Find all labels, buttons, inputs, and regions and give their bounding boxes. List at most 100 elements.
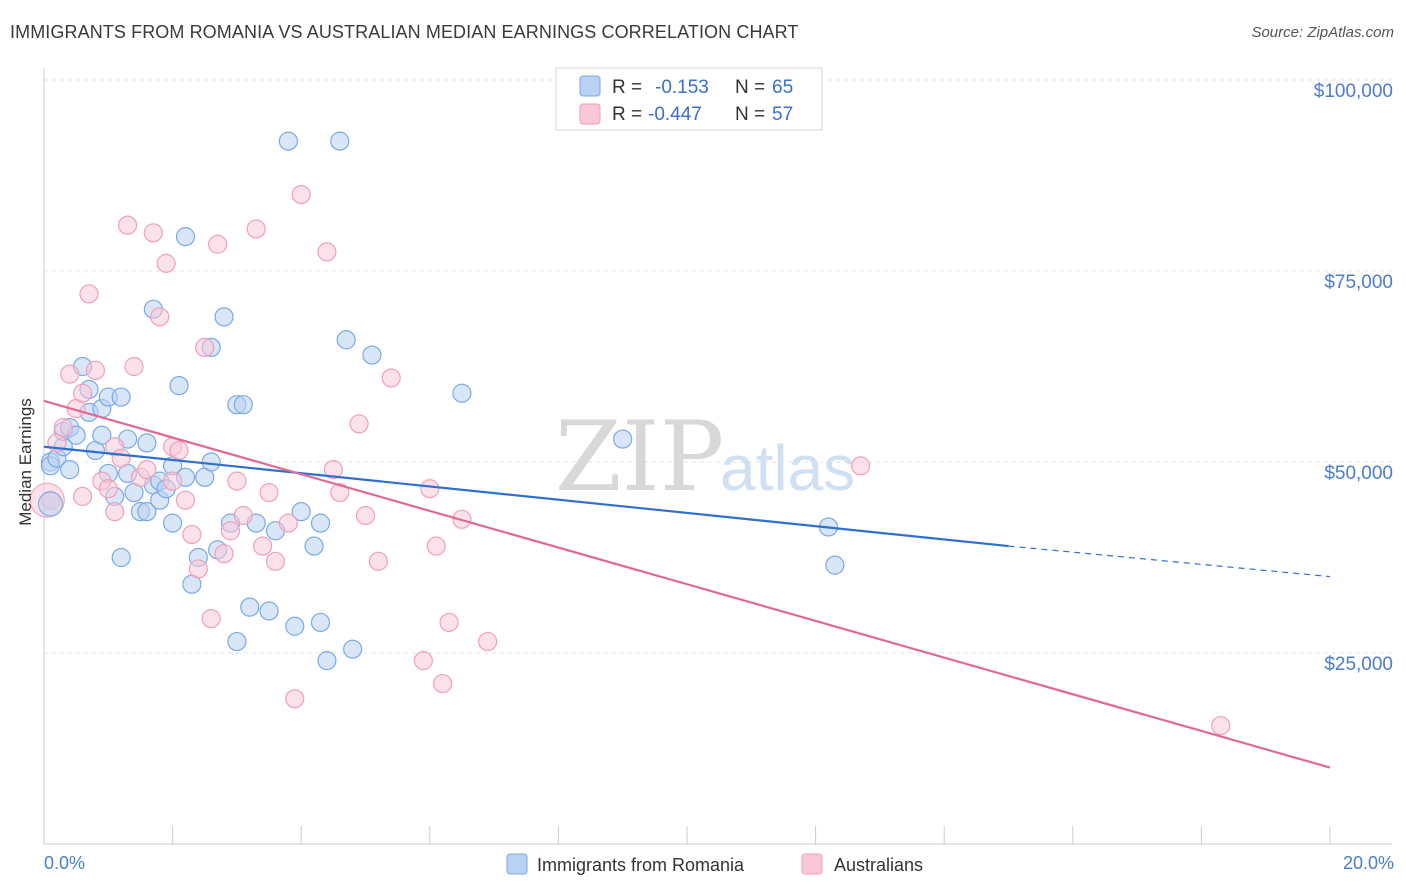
point-australians-47 <box>426 536 446 556</box>
legend-r-value-1: -0.153 <box>655 77 709 98</box>
point-romania-32 <box>169 376 189 396</box>
point-australians-31 <box>246 219 266 239</box>
series-legend: Immigrants from Romania Australians <box>506 853 923 875</box>
legend-r-label-2: R = <box>612 104 642 125</box>
point-romania-39 <box>201 452 221 472</box>
trend-line-romania <box>43 445 1009 548</box>
point-romania-59 <box>343 639 363 659</box>
legend-swatch-romania <box>579 75 601 97</box>
point-australians-51 <box>478 631 498 652</box>
y-tick-label-1: $50,000 <box>1324 463 1393 484</box>
point-australians-4 <box>72 383 93 403</box>
point-romania-41 <box>214 307 234 327</box>
point-australians-12 <box>124 356 144 377</box>
point-australians-39 <box>323 460 343 480</box>
data-points <box>29 131 1231 736</box>
chart-source: Source: ZipAtlas.com <box>1251 24 1394 41</box>
point-australians-10 <box>111 448 131 468</box>
y-tick-label-2: $75,000 <box>1324 272 1393 293</box>
point-australians-17 <box>156 253 176 273</box>
point-australians-29 <box>227 471 247 491</box>
point-australians-25 <box>201 609 221 629</box>
legend-r-label-1: R = <box>612 77 642 98</box>
legend-n-value-2: 57 <box>772 104 793 125</box>
point-australians-37 <box>291 185 311 205</box>
point-australians-40 <box>330 482 350 503</box>
x-tick-label-min: 0.0% <box>44 853 85 873</box>
point-romania-48 <box>259 601 279 621</box>
legend-n-label-2: N = <box>735 104 765 125</box>
point-australians-2 <box>60 364 80 384</box>
point-australians-53 <box>1211 715 1231 736</box>
point-australians-43 <box>368 551 388 571</box>
point-romania-58 <box>336 330 356 350</box>
point-romania-31 <box>163 513 183 533</box>
point-australians-46 <box>420 479 440 499</box>
point-romania-33 <box>175 227 196 247</box>
point-australians-8 <box>98 479 118 499</box>
y-axis-label: Median Earnings <box>16 398 35 526</box>
point-romania-43 <box>227 631 247 652</box>
point-romania-large <box>37 491 63 517</box>
legend-swatch-australians <box>579 103 601 125</box>
watermark-atlas-text: atlas <box>720 432 855 504</box>
legend-n-value-1: 65 <box>772 77 793 98</box>
point-australians-38 <box>317 242 337 262</box>
y-tick-labels: $25,000 $50,000 $75,000 $100,000 <box>1314 81 1393 675</box>
correlation-legend: R = -0.153 N = 65 R = -0.447 N = 57 <box>555 67 823 131</box>
point-romania-24 <box>137 433 157 453</box>
point-australians-16 <box>150 307 170 327</box>
point-romania-52 <box>291 502 311 522</box>
point-australians-35 <box>278 513 298 533</box>
point-australians-36 <box>285 689 305 709</box>
watermark-zip-text: ZIP <box>555 401 724 513</box>
point-australians-11 <box>117 215 138 235</box>
point-romania-18 <box>111 547 131 568</box>
point-australians-55 <box>72 486 93 506</box>
point-romania-60 <box>362 345 382 365</box>
point-australians-32 <box>253 536 273 556</box>
point-australians-23 <box>188 559 208 579</box>
point-romania-53 <box>304 536 324 556</box>
series-legend-swatch-romania <box>506 853 528 875</box>
point-australians-42 <box>355 505 376 526</box>
legend-r-value-2: -0.447 <box>648 104 702 125</box>
trend-lines <box>43 399 1331 769</box>
point-australians-52 <box>851 456 871 476</box>
point-australians-45 <box>413 651 433 671</box>
point-australians-30 <box>233 505 253 526</box>
point-romania-54 <box>310 612 331 633</box>
point-romania-62 <box>613 429 633 449</box>
point-romania-6 <box>60 460 80 480</box>
point-australians-20 <box>169 440 189 461</box>
point-romania-61 <box>452 383 472 403</box>
point-australians-24 <box>195 337 215 357</box>
point-australians-18 <box>163 471 183 491</box>
y-tick-label-0: $25,000 <box>1324 654 1393 675</box>
point-australians-34 <box>265 551 286 571</box>
trend-line-australians <box>43 399 1331 769</box>
point-australians-15 <box>143 223 163 243</box>
point-romania-64 <box>825 555 845 575</box>
point-australians-26 <box>208 234 228 254</box>
point-australians-44 <box>381 368 401 388</box>
gridlines <box>44 79 1392 654</box>
point-australians-21 <box>175 490 196 510</box>
point-romania-55 <box>310 513 331 533</box>
point-australians-14 <box>137 460 157 480</box>
point-australians-41 <box>349 414 369 434</box>
point-romania-56 <box>317 651 337 671</box>
chart-title: IMMIGRANTS FROM ROMANIA VS AUSTRALIAN ME… <box>10 22 799 42</box>
trend-line-romania-extrapolated <box>1008 545 1331 578</box>
point-australians-49 <box>439 612 459 633</box>
y-tick-label-3: $100,000 <box>1314 81 1393 102</box>
point-romania-57 <box>330 131 350 151</box>
point-romania-51 <box>285 616 305 636</box>
point-australians-5 <box>79 284 99 304</box>
series-legend-label-romania: Immigrants from Romania <box>537 855 745 875</box>
point-romania-13 <box>92 425 112 445</box>
point-australians-27 <box>214 544 234 564</box>
point-australians-33 <box>259 482 279 503</box>
legend-n-label-1: N = <box>735 77 765 98</box>
